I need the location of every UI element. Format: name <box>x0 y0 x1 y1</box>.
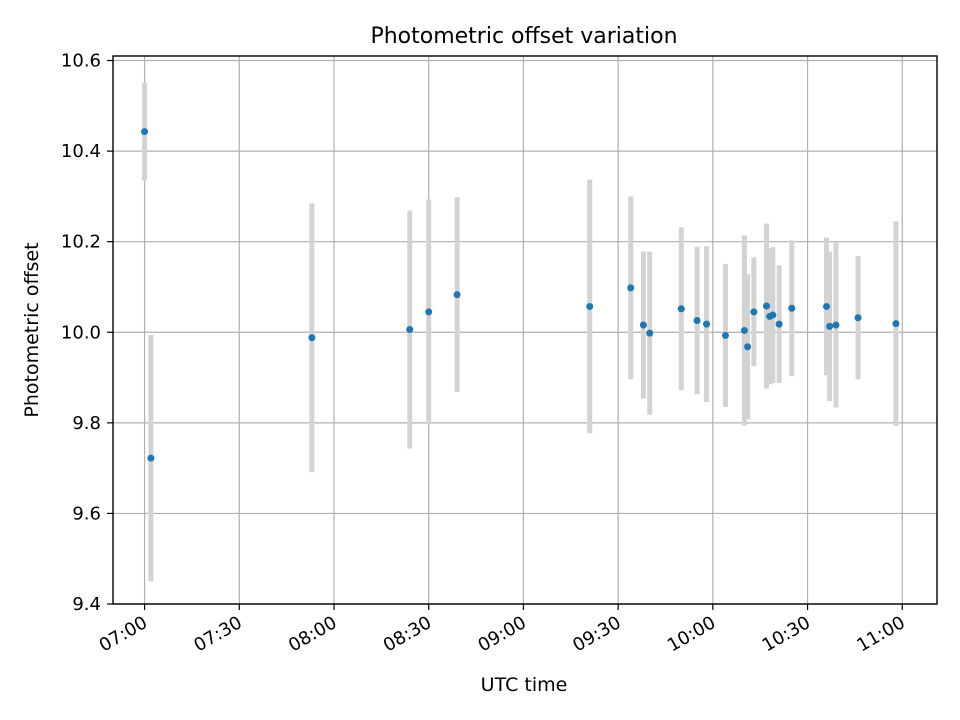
data-point <box>788 304 796 312</box>
data-point <box>826 322 834 330</box>
data-point <box>832 321 840 329</box>
chart-title: Photometric offset variation <box>370 24 677 49</box>
data-point <box>740 326 748 334</box>
data-point <box>308 334 316 342</box>
data-points <box>141 128 900 462</box>
y-tick-label: 9.6 <box>72 503 101 524</box>
data-point <box>854 314 862 322</box>
y-tick-label: 10.2 <box>61 232 101 253</box>
data-point <box>639 321 647 329</box>
data-point <box>406 326 414 334</box>
data-point <box>677 305 685 313</box>
data-point <box>721 331 729 339</box>
data-point <box>141 128 149 136</box>
data-point <box>586 302 594 310</box>
y-axis-label: Photometric offset <box>21 242 43 417</box>
data-point <box>147 454 155 462</box>
x-axis-label: UTC time <box>481 674 568 696</box>
data-point <box>750 308 758 316</box>
data-point <box>703 320 711 328</box>
y-tick-label: 10.0 <box>61 322 101 343</box>
y-tick-label: 10.6 <box>61 51 101 72</box>
y-tick-label: 9.8 <box>72 413 101 434</box>
y-tick-label: 10.4 <box>61 141 101 162</box>
data-point <box>892 320 900 328</box>
data-point <box>693 316 701 324</box>
data-point <box>823 302 831 310</box>
data-point <box>627 284 635 292</box>
data-point <box>453 291 461 299</box>
data-point <box>744 343 752 351</box>
plot-frame <box>112 55 938 605</box>
data-point <box>646 329 654 337</box>
data-point <box>769 311 777 319</box>
data-point <box>425 308 433 316</box>
y-axis-ticks: 9.4 9.6 9.8 10.0 10.2 10.4 10.6 <box>61 51 113 615</box>
y-tick-label: 9.4 <box>72 594 101 615</box>
data-point <box>763 302 771 310</box>
data-point <box>775 320 783 328</box>
